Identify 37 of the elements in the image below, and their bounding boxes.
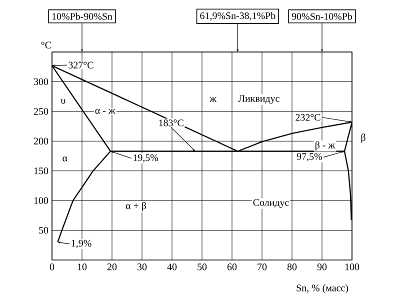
annotation: 90%Sn-10%Pb xyxy=(292,12,352,20)
annotation: 183°C xyxy=(159,120,184,126)
x-tick-label: 10 xyxy=(78,264,87,270)
annotation: 10%Pb-90%Sn xyxy=(52,12,112,20)
annotation: α - ж xyxy=(95,109,116,114)
annotation: 97,5% xyxy=(296,153,322,162)
x-tick-label: 80 xyxy=(287,264,297,270)
y-tick-label: 300 xyxy=(34,78,48,86)
annotation: υ xyxy=(60,98,66,104)
x-tick-label: 20 xyxy=(107,264,117,270)
annotation: ж xyxy=(210,97,217,102)
annotation: 232°C xyxy=(296,114,320,121)
y-tick-label: 200 xyxy=(34,138,48,144)
annotation: 19,5% xyxy=(134,154,158,162)
x-tick-label: 90 xyxy=(317,264,327,270)
y-tick-label: 150 xyxy=(34,167,48,174)
text: β xyxy=(361,134,366,143)
x-tick-label: 30 xyxy=(138,264,147,270)
x-axis-title: Sn, % (масс) xyxy=(296,284,348,294)
x-tick-label: 60 xyxy=(227,264,237,270)
y-axis-title: °C xyxy=(41,42,51,48)
annotation: 1,9% xyxy=(72,240,92,248)
annotation: 327°C xyxy=(68,62,94,68)
y-tick-label: 50 xyxy=(39,226,48,234)
annotation: α xyxy=(62,156,68,162)
y-tick-label: 250 xyxy=(34,108,48,115)
annotation: Ликвидус xyxy=(238,95,280,104)
y-tick-label: 100 xyxy=(34,197,48,204)
x-tick-label: 0 xyxy=(50,264,54,270)
x-tick-label: 40 xyxy=(167,264,177,270)
x-tick-label: 70 xyxy=(258,264,267,270)
annotation: α + β xyxy=(126,202,146,212)
x-tick-label: 100 xyxy=(345,264,360,270)
annotation: Солидус xyxy=(253,199,289,208)
annotation: 61,9%Sn-38,1%Pb xyxy=(200,12,276,21)
x-tick-label: 50 xyxy=(198,264,207,270)
annotation: β - ж xyxy=(316,141,336,150)
